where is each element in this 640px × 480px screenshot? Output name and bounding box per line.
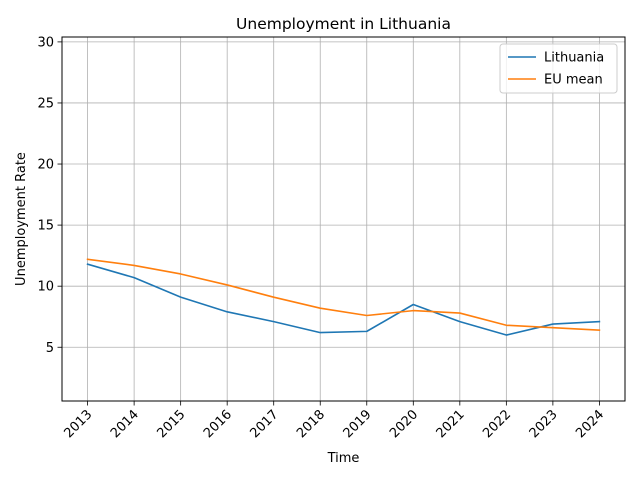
series-lines <box>86 258 601 336</box>
x-axis-label: Time <box>327 451 360 466</box>
y-tick-label: 20 <box>37 158 54 173</box>
legend-label: EU mean <box>544 73 603 88</box>
y-axis-ticks: 5 10 15 20 25 30 <box>37 35 62 356</box>
legend-label: Lithuania <box>544 51 604 66</box>
grid-lines <box>62 37 625 401</box>
plot-frame <box>61 36 626 402</box>
y-tick-label: 30 <box>37 35 54 50</box>
y-axis-label: Unemployment Rate <box>14 152 29 286</box>
series-line-1 <box>86 263 601 336</box>
y-tick-label: 5 <box>46 341 54 356</box>
chart-title: Unemployment in Lithuania <box>236 15 451 33</box>
y-tick-label: 10 <box>37 280 54 295</box>
y-tick-label: 25 <box>37 96 54 111</box>
series-line-2 <box>86 258 601 331</box>
y-tick-label: 15 <box>37 219 54 234</box>
legend: Lithuania EU mean <box>499 43 618 94</box>
